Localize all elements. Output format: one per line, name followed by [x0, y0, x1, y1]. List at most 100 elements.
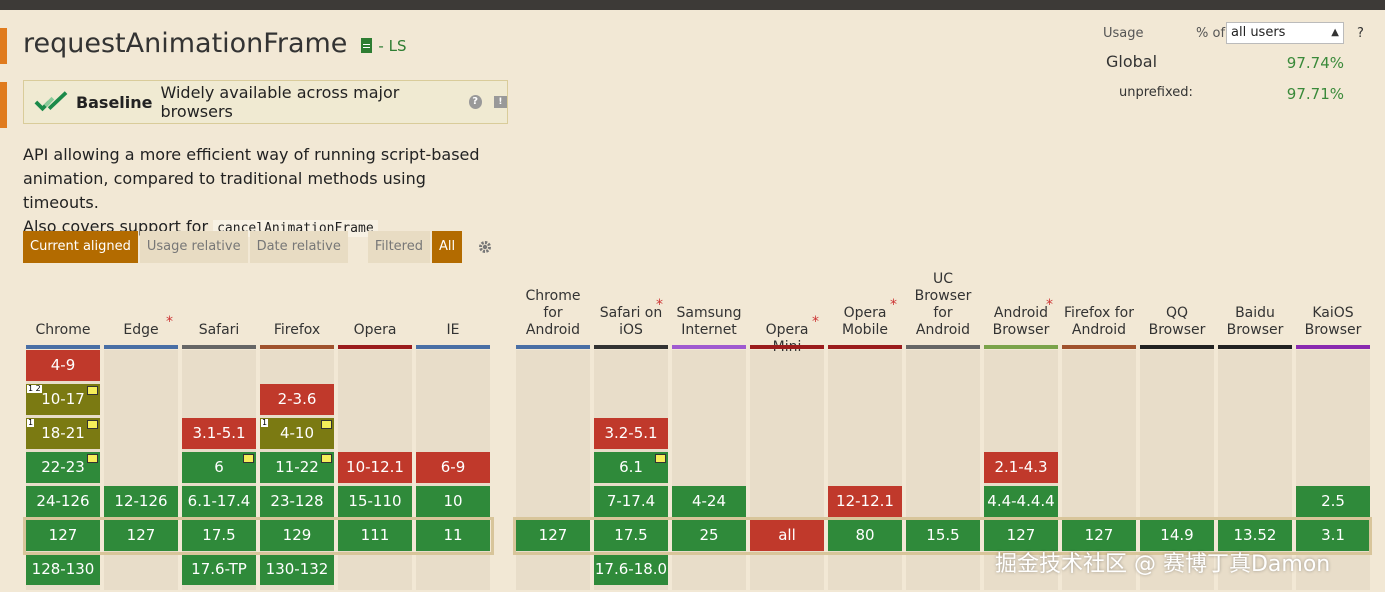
support-cell-version: 10 — [443, 492, 463, 510]
current-version-row-mobile — [513, 517, 1372, 555]
support-cell[interactable]: 130-132 — [260, 554, 334, 585]
browser-header[interactable]: Opera — [353, 322, 397, 338]
support-cell[interactable]: 127 — [26, 520, 100, 551]
support-cell-version: 18-21 — [41, 424, 85, 442]
support-cell[interactable]: 4-24 — [672, 486, 746, 517]
prefix-flag-icon — [87, 386, 98, 395]
support-cell-version: 17.5 — [202, 526, 236, 544]
support-cell[interactable]: 15-110 — [338, 486, 412, 517]
support-cell[interactable]: 12-12.1 — [828, 486, 902, 517]
support-cell-version: 24-126 — [36, 492, 90, 510]
usage-scope-select[interactable]: all users ▲ — [1226, 22, 1344, 44]
browser-header[interactable]: KaiOS Browser — [1304, 305, 1362, 338]
browser-header[interactable]: Firefox for Android — [1063, 305, 1135, 338]
browser-header[interactable]: QQ Browser — [1148, 305, 1206, 338]
support-cell[interactable]: 12-126 — [104, 486, 178, 517]
support-cell-version: 3.1 — [1321, 526, 1345, 544]
global-value: 97.74% — [1286, 54, 1344, 72]
support-cell[interactable]: 3.2-5.1 — [594, 418, 668, 449]
support-cell[interactable]: 6.1 — [594, 452, 668, 483]
description-line: animation, compared to traditional metho… — [23, 169, 426, 212]
browser-header[interactable]: Chrome for Android — [525, 288, 581, 338]
support-cell-version: 2-3.6 — [277, 390, 317, 408]
support-cell[interactable]: 129 — [260, 520, 334, 551]
browser-color-bar — [516, 345, 590, 349]
support-cell[interactable]: 4.4-4.4.4 — [984, 486, 1058, 517]
support-cell[interactable]: 2.1-4.3 — [984, 452, 1058, 483]
browser-header[interactable]: Opera Mobile — [842, 305, 888, 338]
browser-color-bar — [828, 345, 902, 349]
browser-header[interactable]: UC Browser for Android — [914, 271, 972, 338]
usage-scope-value: all users — [1231, 25, 1286, 40]
support-cell[interactable]: 15.5 — [906, 520, 980, 551]
support-cell-version: 127 — [126, 526, 156, 544]
support-cell[interactable]: 24-126 — [26, 486, 100, 517]
browser-header[interactable]: Safari on iOS — [599, 305, 663, 338]
support-cell[interactable]: 17.5 — [594, 520, 668, 551]
support-cell[interactable]: 6-9 — [416, 452, 490, 483]
support-cell-version: 23-128 — [270, 492, 324, 510]
support-cell[interactable]: 10 — [416, 486, 490, 517]
support-cell[interactable]: 4-10 1 — [260, 418, 334, 449]
all-button[interactable]: All — [432, 231, 463, 263]
browser-header[interactable]: Chrome — [35, 322, 91, 338]
support-cell[interactable]: 6.1-17.4 — [182, 486, 256, 517]
browser-header[interactable]: Edge — [123, 322, 159, 338]
support-cell[interactable]: 3.1-5.1 — [182, 418, 256, 449]
watermark: 掘金技术社区 @ 赛博丁真Damon — [995, 552, 1331, 577]
support-cell[interactable]: 2-3.6 — [260, 384, 334, 415]
browser-header[interactable]: Baidu Browser — [1226, 305, 1284, 338]
support-cell[interactable]: 4-9 — [26, 350, 100, 381]
support-cell[interactable]: 11-22 — [260, 452, 334, 483]
support-cell[interactable]: 25 — [672, 520, 746, 551]
support-cell-version: 17.5 — [614, 526, 648, 544]
support-cell[interactable]: 7-17.4 — [594, 486, 668, 517]
browser-header[interactable]: Android Browser — [992, 305, 1050, 338]
support-cell[interactable]: 6 — [182, 452, 256, 483]
usage-relative-button[interactable]: Usage relative — [139, 231, 248, 263]
percent-of-label: % of — [1196, 26, 1226, 41]
support-cell[interactable]: 127 — [1062, 520, 1136, 551]
gear-icon[interactable] — [478, 240, 492, 254]
support-cell[interactable]: 2.5 — [1296, 486, 1370, 517]
support-cell[interactable]: 13.52 — [1218, 520, 1292, 551]
support-cell[interactable]: 17.6-TP — [182, 554, 256, 585]
support-cell-version: 6.1 — [619, 458, 643, 476]
support-cell[interactable]: 11 — [416, 520, 490, 551]
support-cell[interactable]: 17.6-18.0 — [594, 554, 668, 585]
support-cell[interactable]: 23-128 — [260, 486, 334, 517]
support-cell[interactable]: 127 — [984, 520, 1058, 551]
feedback-icon[interactable]: ! — [493, 96, 508, 108]
support-cell[interactable]: 127 — [516, 520, 590, 551]
support-cell[interactable]: 14.9 — [1140, 520, 1214, 551]
support-cell[interactable]: 17.5 — [182, 520, 256, 551]
support-cell[interactable]: 111 — [338, 520, 412, 551]
support-cell[interactable]: 127 — [104, 520, 178, 551]
note-asterisk-icon: * — [656, 297, 663, 313]
support-cell[interactable]: 10-12.1 — [338, 452, 412, 483]
browser-header[interactable]: IE — [446, 322, 460, 338]
support-cell[interactable]: 10-17 1 2 — [26, 384, 100, 415]
support-cell[interactable]: 3.1 — [1296, 520, 1370, 551]
browser-color-bar — [672, 345, 746, 349]
support-cell-note: 1 2 — [27, 384, 42, 393]
browser-header[interactable]: Safari — [198, 322, 240, 338]
browser-header[interactable]: Firefox — [273, 322, 321, 338]
support-cell[interactable]: 128-130 — [26, 554, 100, 585]
spec-document-icon[interactable] — [361, 38, 373, 53]
description-line: API allowing a more efficient way of run… — [23, 145, 480, 164]
spec-status-link[interactable]: - LS — [378, 36, 407, 55]
browser-color-bar — [416, 345, 490, 349]
filtered-button[interactable]: Filtered — [367, 231, 430, 263]
support-cell[interactable]: 80 — [828, 520, 902, 551]
support-cell[interactable]: 22-23 — [26, 452, 100, 483]
support-cell-version: 2.5 — [1321, 492, 1345, 510]
date-relative-button[interactable]: Date relative — [249, 231, 348, 263]
usage-help-icon[interactable]: ? — [1357, 26, 1364, 41]
support-cell[interactable]: all — [750, 520, 824, 551]
browser-header[interactable]: Samsung Internet — [676, 305, 742, 338]
current-aligned-button[interactable]: Current aligned — [23, 231, 138, 263]
support-cell[interactable]: 18-21 1 — [26, 418, 100, 449]
support-cell-note: 1 — [261, 418, 269, 427]
help-icon[interactable]: ? — [468, 95, 482, 109]
